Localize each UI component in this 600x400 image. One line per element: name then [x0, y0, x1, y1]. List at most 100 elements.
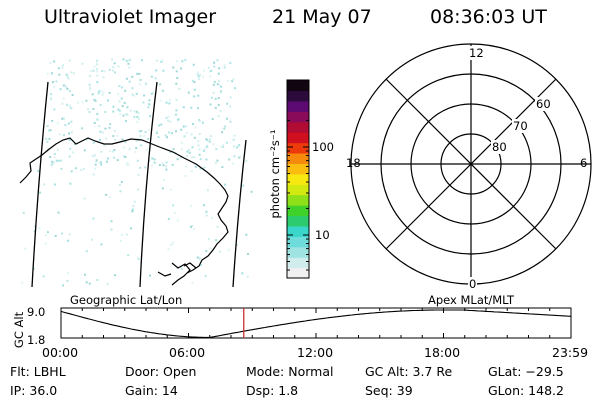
uv-speckle — [93, 98, 96, 101]
mlat-label-80: 80 — [491, 140, 508, 154]
uv-speckle — [100, 243, 103, 246]
uv-speckle — [96, 61, 99, 63]
uv-speckle — [234, 87, 237, 90]
colorbar-band — [287, 173, 309, 185]
uv-speckle — [39, 191, 42, 194]
uv-speckle — [193, 88, 196, 91]
uv-speckle — [99, 104, 102, 106]
uv-speckle — [165, 165, 168, 168]
uv-speckle — [136, 159, 139, 162]
uv-speckle — [180, 128, 183, 131]
uv-speckle — [81, 127, 84, 130]
uv-speckle — [93, 122, 96, 124]
uv-speckle — [58, 73, 61, 76]
uv-speckle — [212, 143, 215, 146]
uv-speckle — [51, 160, 54, 163]
uv-speckle — [113, 62, 116, 65]
uv-speckle — [171, 163, 174, 166]
uv-speckle — [225, 141, 228, 144]
uv-speckle — [233, 155, 236, 158]
uv-speckle — [218, 84, 221, 87]
uv-speckle — [65, 73, 68, 76]
uv-speckle — [140, 59, 143, 62]
uv-speckle — [196, 256, 199, 259]
uv-speckle — [148, 159, 151, 162]
uv-speckle — [169, 188, 172, 191]
uv-speckle — [188, 148, 191, 151]
uv-speckle — [193, 156, 196, 159]
uv-speckle — [140, 130, 143, 133]
uv-speckle — [68, 138, 71, 141]
uv-speckle — [166, 136, 168, 139]
uv-speckle — [98, 90, 101, 93]
uv-speckle — [168, 102, 171, 105]
uv-speckle — [219, 110, 222, 113]
uv-speckle — [205, 210, 208, 213]
geographic-coords-title: Geographic Lat/Lon — [70, 293, 183, 307]
uv-speckle — [232, 138, 235, 141]
uv-speckle — [165, 161, 168, 164]
uv-speckle — [122, 146, 125, 149]
uv-speckle — [169, 150, 172, 153]
uv-speckle — [125, 59, 128, 62]
uv-speckle — [105, 137, 108, 140]
uv-speckle — [46, 140, 49, 143]
colorbar-band — [287, 132, 309, 144]
uv-speckle — [193, 136, 196, 139]
uv-speckle — [231, 80, 234, 83]
filter-readout: Flt: LBHL — [10, 364, 66, 379]
uv-speckle — [58, 133, 61, 136]
uv-speckle — [129, 109, 132, 112]
mlt-label-18: 18 — [346, 156, 361, 170]
colorbar-band — [287, 100, 309, 112]
uv-speckle — [185, 131, 188, 134]
uv-speckle — [140, 144, 143, 147]
observation-date: 21 May 07 — [272, 6, 372, 28]
uv-speckle — [100, 163, 103, 166]
timeline-x-tick-2359: 23:59 — [552, 345, 589, 360]
uv-speckle — [147, 106, 150, 109]
uv-speckle — [229, 120, 232, 123]
uv-speckle — [236, 146, 239, 149]
uv-speckle — [89, 70, 92, 73]
uv-speckle — [198, 120, 201, 123]
colorbar-band — [287, 142, 309, 154]
uv-speckle — [122, 58, 125, 61]
uv-speckle — [121, 138, 124, 141]
uv-speckle — [123, 155, 126, 158]
uv-speckle — [236, 144, 239, 147]
uv-speckle — [68, 59, 71, 62]
uv-speckle — [143, 135, 146, 138]
uv-speckle — [84, 273, 86, 276]
uv-speckle — [197, 144, 200, 147]
uv-speckle — [137, 257, 140, 260]
uv-speckle — [88, 83, 91, 86]
uv-speckle — [214, 106, 217, 109]
uv-speckle — [37, 170, 40, 173]
uv-speckle — [95, 70, 98, 73]
uv-speckle — [206, 189, 209, 192]
uv-speckle — [216, 83, 219, 86]
uv-speckle — [102, 76, 105, 79]
uv-speckle — [22, 211, 25, 214]
uv-speckle — [242, 184, 245, 187]
uv-speckle — [226, 117, 228, 120]
uv-speckle — [137, 188, 139, 191]
uv-speckle — [113, 129, 116, 132]
uv-speckle — [127, 62, 130, 65]
uv-speckle — [114, 71, 116, 74]
uv-speckle — [61, 232, 64, 235]
uv-speckle — [128, 148, 131, 151]
uv-speckle — [95, 161, 98, 163]
uv-speckle — [156, 59, 159, 62]
intensity-colorbar — [286, 79, 310, 279]
uv-speckle — [175, 98, 178, 101]
observation-time: 08:36:03 UT — [430, 6, 547, 28]
uv-speckle — [99, 130, 102, 133]
uv-speckle — [126, 164, 129, 167]
uv-speckle — [33, 230, 36, 233]
uv-speckle — [167, 248, 170, 251]
uv-speckle — [139, 166, 142, 169]
uv-speckle — [117, 93, 120, 95]
uv-speckle — [60, 159, 62, 162]
